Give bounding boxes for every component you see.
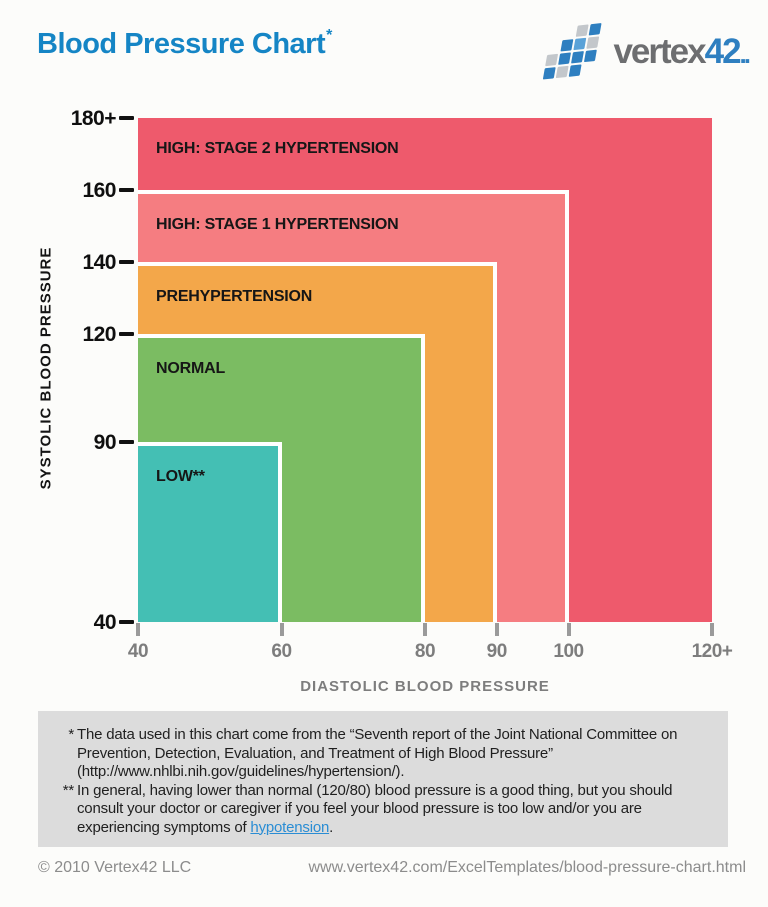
x-axis-title: DIASTOLIC BLOOD PRESSURE [300,678,550,695]
y-tick-label: 90 [93,431,117,454]
logo-tile-empty [563,26,576,38]
footer-url: www.vertex42.com/ExcelTemplates/blood-pr… [308,859,747,876]
footnote-2: ** In general, having lower than normal … [50,782,710,838]
title-asterisk: * [326,27,332,45]
logo-tile [560,39,574,52]
logo-tile-empty [582,63,595,75]
y-tick-label: 40 [93,611,117,634]
plot-area: LOW** NORMAL PREHYPERTENSION HIGH: STAGE 1 … [138,118,712,622]
x-tick-label: 100 [553,641,584,662]
x-tick-mark [710,623,714,636]
y-tick-mark [119,260,134,264]
logo-tile [569,64,583,77]
x-tick-mark [566,623,571,636]
logo-tile [573,37,587,51]
x-tick-label: 80 [414,641,436,662]
footnote-1-marker: * [68,726,74,743]
y-axis-title: SYSTOLIC BLOOD PRESSURE [37,246,55,490]
vertex42-wordmark: vertex42.. [613,31,752,71]
x-tick-mark [279,623,284,636]
page-title: Blood Pressure Chart* [37,27,332,61]
footnote-2-marker: ** [62,781,74,799]
region-label: HIGH: STAGE 1 HYPERTENSION [156,216,399,233]
logo-tile [571,51,585,64]
logo-tile [589,23,603,36]
y-tick-label: 120 [82,323,116,346]
logo-tile [545,53,559,67]
x-tick-mark [423,623,427,636]
y-tick-mark [119,116,134,120]
footnote-2-text-after: . [329,818,334,836]
logo-tile [586,36,600,49]
wordmark-dots: .. [739,38,752,69]
x-tick-label: 120+ [691,641,733,662]
page-title-text: Blood Pressure Chart [37,28,326,60]
copyright-text: © 2010 Vertex42 LLC [38,859,192,876]
wordmark-blue: 42 [704,31,742,71]
logo-tile [543,67,557,80]
logo-tile-empty [550,27,563,39]
logo-tile [584,49,598,63]
y-tick-mark [119,332,134,336]
footnotes-box: * The data used in this chart come from … [38,711,728,847]
vertex42-logo-icon [543,22,608,81]
wordmark-gray: vertex [613,31,706,71]
y-tick-mark [119,620,134,624]
hypotension-link[interactable]: hypotension [250,818,330,836]
logo-tile [576,24,590,37]
footnote-1-text: The data used in this chart come from th… [77,726,678,780]
region-label: PREHYPERTENSION [156,288,313,305]
x-tick-label: 40 [127,641,149,662]
logo-tile-empty [548,40,561,52]
logo-tile [556,65,570,79]
x-tick-mark [494,623,499,636]
region-label: NORMAL [156,360,226,377]
footnote-1: * The data used in this chart come from … [50,726,710,782]
y-tick-label: 180+ [70,107,117,130]
region-label: LOW** [156,468,205,485]
x-tick-mark [136,623,140,636]
logo-tile [558,52,572,65]
x-tick-label: 90 [486,641,508,662]
region-low: LOW** [138,442,282,622]
y-tick-mark [119,440,134,444]
footnote-2-text-before: In general, having lower than normal (12… [77,781,673,836]
x-tick-label: 60 [271,641,292,662]
region-label: HIGH: STAGE 2 HYPERTENSION [156,140,399,157]
footnote-2-text: In general, having lower than normal (12… [77,782,710,838]
y-tick-mark [119,188,134,192]
vertex42-logo: vertex42.. [543,23,752,80]
y-tick-label: 140 [82,251,116,274]
y-tick-label: 160 [82,179,116,202]
